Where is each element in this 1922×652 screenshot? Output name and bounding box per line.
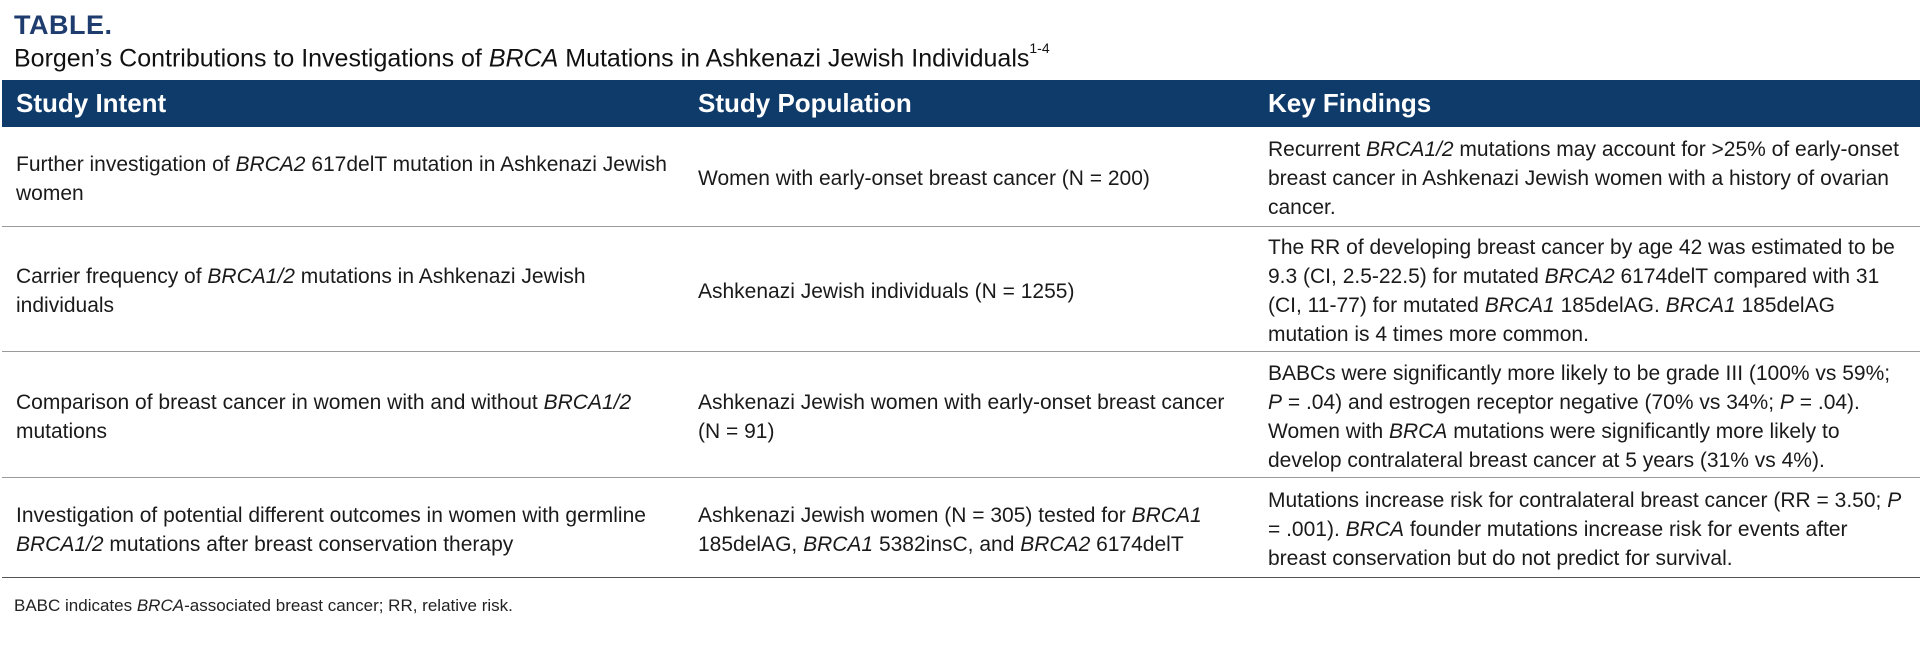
italic-term: BRCA2: [1020, 532, 1091, 556]
cell-key-findings: Recurrent BRCA1/2 mutations may account …: [1254, 127, 1920, 227]
italic-term: BRCA: [136, 596, 185, 615]
italic-term: P: [1779, 390, 1794, 414]
table-row: Investigation of potential different out…: [2, 477, 1920, 578]
table-row: Further investigation of BRCA2 617delT m…: [2, 127, 1920, 227]
italic-term: BRCA1: [1131, 503, 1202, 527]
cell-key-findings: The RR of developing breast cancer by ag…: [1254, 226, 1920, 352]
italic-term: BRCA1: [1484, 294, 1555, 317]
italic-term: P: [1268, 390, 1283, 414]
header-key-findings: Key Findings: [1254, 80, 1920, 127]
header-study-population: Study Population: [684, 80, 1254, 127]
italic-term: BRCA2: [1544, 265, 1615, 288]
cell-study-intent: Carrier frequency of BRCA1/2 mutations i…: [2, 226, 684, 352]
findings-table: Study Intent Study Population Key Findin…: [2, 80, 1920, 578]
table-title: Borgen’s Contributions to Investigations…: [14, 40, 1050, 73]
italic-term: BRCA1: [803, 532, 874, 556]
cell-study-intent: Further investigation of BRCA2 617delT m…: [2, 127, 684, 227]
italic-term: BRCA1/2: [207, 265, 295, 288]
italic-term: BRCA2: [235, 152, 306, 176]
table-row: Comparison of breast cancer in women wit…: [2, 351, 1920, 478]
italic-term: BRCA: [1345, 518, 1404, 541]
cell-study-population: Ashkenazi Jewish women with early-onset …: [684, 351, 1254, 478]
cell-study-intent: Investigation of potential different out…: [2, 477, 684, 578]
italic-term: BRCA1/2: [1366, 138, 1454, 161]
italic-term: BRCA1/2: [543, 390, 632, 414]
cell-study-population: Ashkenazi Jewish individuals (N = 1255): [684, 226, 1254, 352]
header-study-intent: Study Intent: [2, 80, 684, 127]
table-label: TABLE.: [14, 10, 113, 40]
cell-study-population: Women with early-onset breast cancer (N …: [684, 127, 1254, 227]
italic-term: P: [1887, 489, 1902, 512]
cell-key-findings: Mutations increase risk for contralatera…: [1254, 477, 1920, 578]
italic-term: BRCA: [1389, 419, 1448, 443]
table-row: Carrier frequency of BRCA1/2 mutations i…: [2, 226, 1920, 352]
cell-key-findings: BABCs were significantly more likely to …: [1254, 351, 1920, 478]
italic-term: BRCA1/2: [16, 532, 104, 556]
cell-study-intent: Comparison of breast cancer in women wit…: [2, 351, 684, 478]
italic-term: BRCA1: [1665, 294, 1736, 317]
cell-study-population: Ashkenazi Jewish women (N = 305) tested …: [684, 477, 1254, 578]
table-footnote: BABC indicates BRCA-associated breast ca…: [14, 596, 513, 615]
table-header-row: Study Intent Study Population Key Findin…: [2, 80, 1920, 127]
